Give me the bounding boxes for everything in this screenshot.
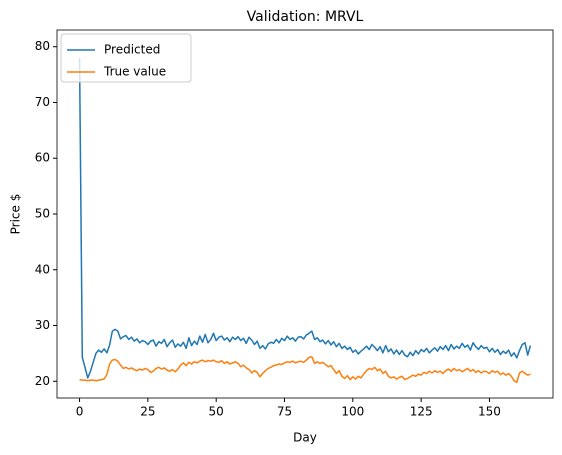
legend-label: True value — [103, 65, 166, 79]
y-tick-label: 40 — [35, 262, 50, 276]
y-tick-label: 70 — [35, 95, 50, 109]
x-axis-label: Day — [293, 431, 317, 445]
y-tick-label: 30 — [35, 318, 50, 332]
plot-frame — [56, 29, 554, 399]
legend-label: Predicted — [104, 43, 160, 57]
data-line — [79, 355, 531, 384]
y-axis-label: Price $ — [9, 194, 23, 235]
x-tick-label: 125 — [410, 405, 433, 419]
chart-title: Validation: MRVL — [247, 9, 364, 25]
x-tick-label: 100 — [341, 405, 364, 419]
x-tick-label: 0 — [76, 405, 84, 419]
x-tick-label: 25 — [140, 405, 155, 419]
x-tick-label: 75 — [277, 405, 292, 419]
y-tick-label: 80 — [35, 39, 50, 53]
x-tick-label: 50 — [209, 405, 224, 419]
y-tick-label: 20 — [35, 374, 50, 388]
data-line — [78, 57, 532, 379]
legend: Predicted True value — [60, 33, 192, 83]
legend-box — [60, 33, 192, 83]
y-tick-label: 50 — [35, 207, 50, 221]
y-tick-label: 60 — [35, 151, 50, 165]
x-tick-label: 150 — [478, 405, 501, 419]
